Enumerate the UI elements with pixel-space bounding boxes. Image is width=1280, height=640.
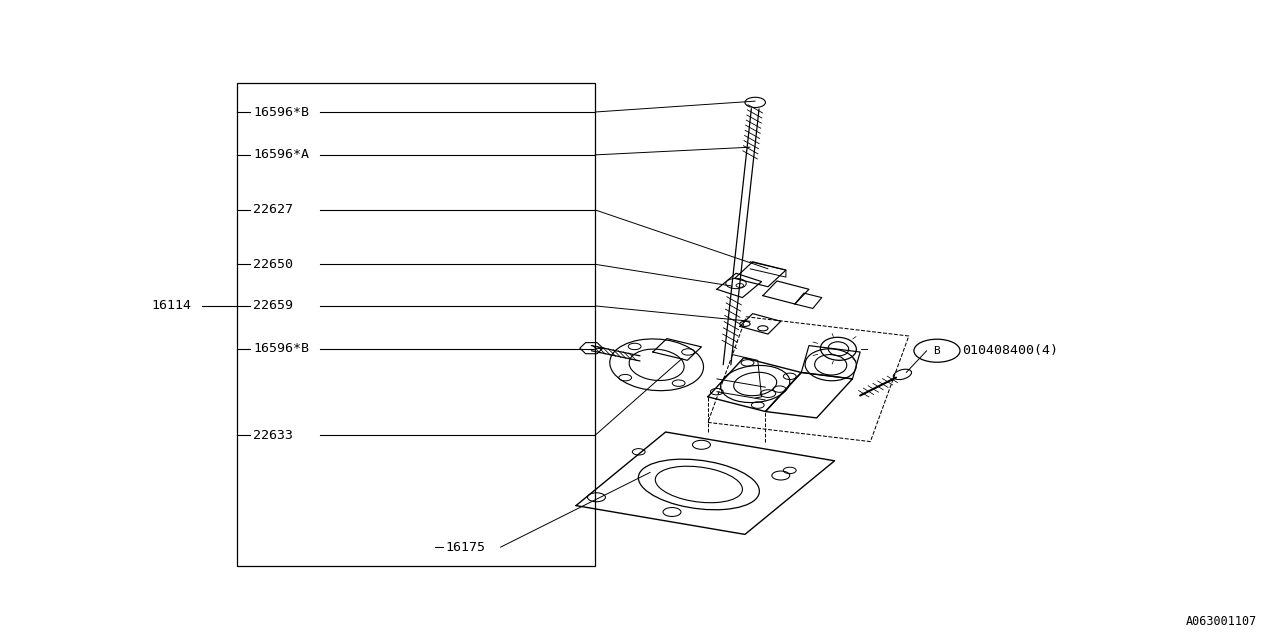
Text: A063001107: A063001107 (1185, 616, 1257, 628)
Text: 22627: 22627 (253, 204, 293, 216)
Text: 22650: 22650 (253, 258, 293, 271)
Bar (237, 83, 595, 566)
Text: 16596*B: 16596*B (253, 106, 310, 118)
Text: 16175: 16175 (445, 541, 485, 554)
Text: 22659: 22659 (253, 300, 293, 312)
Text: 16114: 16114 (151, 300, 191, 312)
Text: B: B (933, 346, 941, 356)
Text: 010408400(4): 010408400(4) (963, 344, 1059, 357)
Text: 22633: 22633 (253, 429, 293, 442)
Text: 16596*A: 16596*A (253, 148, 310, 161)
Text: 16596*B: 16596*B (253, 342, 310, 355)
